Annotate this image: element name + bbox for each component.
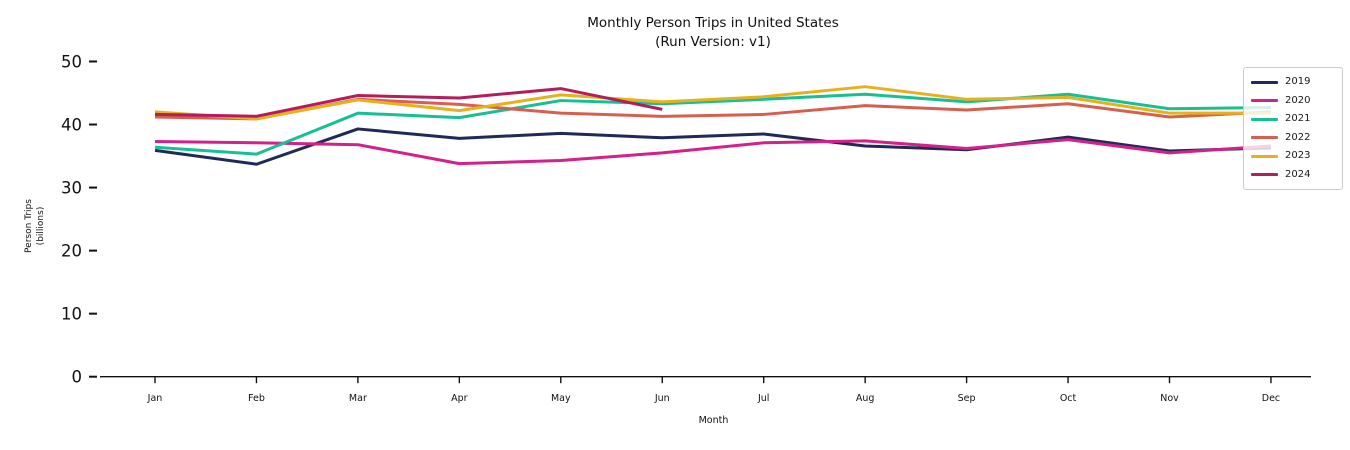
legend-label-2020: 2020 [1285, 94, 1311, 106]
y-tick-label: 50 [61, 52, 82, 71]
x-tick-label: Apr [451, 393, 468, 404]
x-tick-label: Dec [1262, 393, 1280, 404]
legend: 2019 2020 2021 2022 2023 2024 [1243, 67, 1343, 190]
series-line-2021 [154, 92, 1271, 156]
legend-label-2024: 2024 [1285, 168, 1311, 180]
x-tick-label: Jun [654, 393, 670, 404]
legend-label-2019: 2019 [1285, 76, 1311, 88]
legend-item-2023: 2023 [1251, 147, 1334, 166]
x-tick-label: Feb [248, 393, 265, 404]
series-line-2024 [154, 87, 663, 118]
x-tick-label: Jul [757, 393, 769, 404]
y-tick-label: 20 [61, 242, 82, 261]
legend-item-2022: 2022 [1251, 129, 1334, 148]
legend-swatch-2024 [1251, 173, 1278, 177]
legend-label-2023: 2023 [1285, 150, 1311, 162]
series-line-2019 [154, 127, 1271, 166]
y-axis-label: Person Trips (billions) [24, 199, 46, 253]
x-tick-label: May [551, 393, 571, 404]
series-line-2023 [154, 85, 1271, 121]
series-line-2020 [154, 138, 1272, 166]
legend-swatch-2021 [1251, 117, 1278, 121]
legend-label-2021: 2021 [1285, 113, 1311, 125]
legend-swatch-2023 [1251, 154, 1278, 158]
legend-item-2024: 2024 [1251, 166, 1334, 185]
legend-swatch-2019 [1251, 80, 1278, 84]
chart-title: Monthly Person Trips in United States (R… [587, 14, 838, 52]
legend-label-2022: 2022 [1285, 131, 1311, 143]
x-tick-label: Mar [349, 393, 367, 404]
y-tick-label: 30 [61, 179, 82, 198]
x-tick-label: Sep [958, 393, 976, 404]
legend-item-2019: 2019 [1251, 73, 1334, 92]
x-tick-label: Aug [856, 393, 875, 404]
chart-title-line1: Monthly Person Trips in United States [587, 15, 839, 31]
y-tick-label: 10 [61, 305, 82, 324]
x-tick-label: Nov [1160, 393, 1179, 404]
x-axis-label: Month [699, 415, 729, 426]
y-tick-label: 40 [61, 116, 82, 135]
legend-swatch-2022 [1251, 136, 1278, 140]
legend-item-2021: 2021 [1251, 110, 1334, 129]
x-tick-label: Jan [147, 393, 163, 404]
chart-title-line2: (Run Version: v1) [655, 34, 771, 50]
legend-swatch-2020 [1251, 99, 1278, 103]
legend-item-2020: 2020 [1251, 92, 1334, 111]
y-tick-label: 0 [72, 368, 83, 387]
x-tick-label: Oct [1060, 393, 1077, 404]
